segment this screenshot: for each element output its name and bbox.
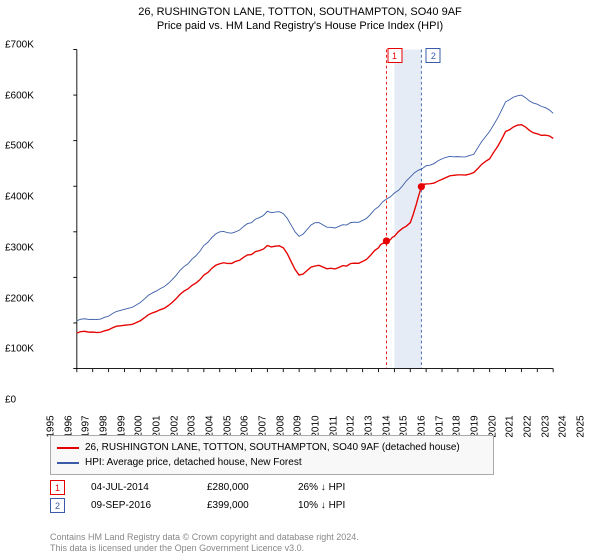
y-tick-label: £600K — [5, 90, 34, 101]
sale-price: £280,000 — [207, 482, 292, 493]
chart-subtitle: Price paid vs. HM Land Registry's House … — [0, 20, 600, 32]
legend-item: HPI: Average price, detached house, New … — [57, 455, 487, 470]
sales-table: 1 04-JUL-2014 £280,000 26% ↓ HPI 2 09-SE… — [50, 480, 388, 516]
sale-marker: 2 — [50, 498, 65, 513]
y-tick-label: £200K — [5, 293, 34, 304]
y-tick-label: £0 — [5, 395, 16, 406]
x-tick-label: 2025 — [576, 415, 587, 437]
chart-marker-box: 2 — [426, 48, 441, 63]
chart-area: £0£100K£200K£300K£400K£500K£600K£700K199… — [50, 45, 580, 400]
table-row: 1 04-JUL-2014 £280,000 26% ↓ HPI — [50, 480, 388, 495]
legend-label: HPI: Average price, detached house, New … — [85, 455, 302, 470]
x-tick-label: 2021 — [505, 415, 516, 437]
sale-marker: 1 — [50, 480, 65, 495]
y-tick-label: £500K — [5, 141, 34, 152]
legend-item: 26, RUSHINGTON LANE, TOTTON, SOUTHAMPTON… — [57, 440, 487, 455]
legend-swatch — [57, 462, 79, 464]
legend-label: 26, RUSHINGTON LANE, TOTTON, SOUTHAMPTON… — [85, 440, 460, 455]
footer-line: This data is licensed under the Open Gov… — [50, 543, 359, 554]
y-tick-label: £300K — [5, 242, 34, 253]
y-tick-label: £100K — [5, 344, 34, 355]
y-tick-label: £400K — [5, 192, 34, 203]
x-tick-label: 2024 — [558, 415, 569, 437]
sale-date: 09-SEP-2016 — [71, 500, 201, 511]
legend-swatch — [57, 447, 79, 449]
sale-diff: 10% ↓ HPI — [298, 500, 388, 511]
x-tick-label: 2022 — [523, 415, 534, 437]
line-chart-svg — [50, 45, 580, 400]
chart-title: 26, RUSHINGTON LANE, TOTTON, SOUTHAMPTON… — [0, 0, 600, 18]
table-row: 2 09-SEP-2016 £399,000 10% ↓ HPI — [50, 498, 388, 513]
chart-marker-box: 1 — [387, 48, 402, 63]
legend-box: 26, RUSHINGTON LANE, TOTTON, SOUTHAMPTON… — [50, 435, 494, 475]
sale-price: £399,000 — [207, 500, 292, 511]
footer-text: Contains HM Land Registry data © Crown c… — [50, 532, 359, 554]
footer-line: Contains HM Land Registry data © Crown c… — [50, 532, 359, 543]
chart-container: 26, RUSHINGTON LANE, TOTTON, SOUTHAMPTON… — [0, 0, 600, 560]
sale-date: 04-JUL-2014 — [71, 482, 201, 493]
sale-diff: 26% ↓ HPI — [298, 482, 388, 493]
x-tick-label: 2023 — [540, 415, 551, 437]
y-tick-label: £700K — [5, 40, 34, 51]
